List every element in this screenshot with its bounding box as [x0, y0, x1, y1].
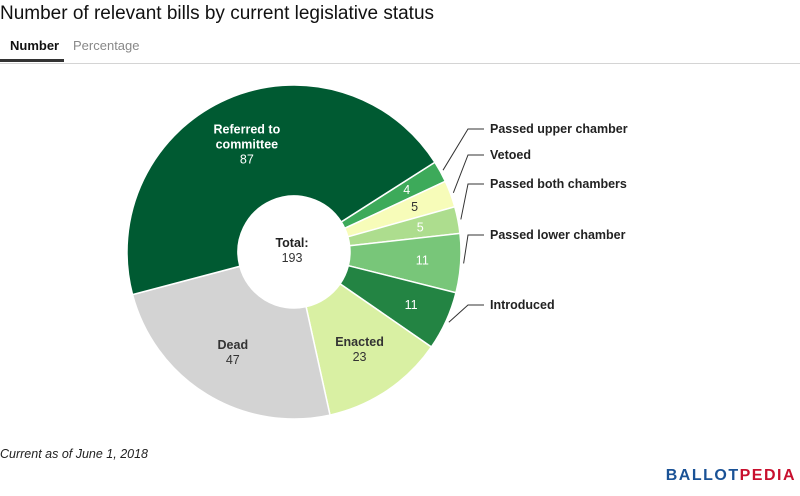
slice-value-dead: 47: [226, 353, 240, 367]
logo-part-ballot: BALLOT: [665, 467, 740, 484]
leader-line-passed-both-chambers: [460, 183, 484, 220]
callout-label-passed-lower-chamber: Passed lower chamber: [490, 228, 626, 242]
tab-number[interactable]: Number: [10, 38, 60, 53]
logo-part-pedia: PEDIA: [739, 467, 796, 484]
slice-value-referred-to-committee: 87: [240, 152, 254, 166]
leader-line-passed-upper-chamber: [442, 128, 484, 171]
callout-label-vetoed: Vetoed: [490, 148, 531, 162]
footnote: Current as of June 1, 2018: [0, 447, 149, 461]
slice-value-enacted: 23: [353, 350, 367, 364]
callouts-group: 4 Passed upper chamber 5 Vetoed 5 Passed both…: [214, 122, 628, 367]
callout-label-passed-both-chambers: Passed both chambers: [490, 177, 627, 191]
leader-line-passed-lower-chamber: [463, 234, 484, 264]
slice-value-passed-lower-chamber: 11: [416, 254, 429, 268]
slice-value-vetoed: 5: [411, 200, 418, 214]
slice-value-introduced: 11: [405, 298, 418, 312]
callout-label-passed-upper-chamber: Passed upper chamber: [490, 122, 628, 136]
center-total-label: Total:: [275, 236, 308, 250]
slice-label-referred-to-committee-line1: Referred to: [214, 122, 281, 136]
chart-title: Number of relevant bills by current legi…: [0, 3, 435, 24]
leader-line-vetoed: [452, 154, 484, 193]
donut-hole: [238, 196, 350, 308]
tab-bar: Number Percentage: [0, 36, 800, 64]
ballotpedia-logo: BALLOTPEDIA: [666, 467, 796, 485]
center-total-value: 193: [282, 251, 303, 265]
callout-label-introduced: Introduced: [490, 298, 555, 312]
slice-label-dead: Dead: [218, 338, 249, 352]
leader-line-introduced: [448, 304, 484, 323]
slices-group: [126, 84, 462, 420]
slice-label-enacted: Enacted: [335, 335, 384, 349]
tab-percentage[interactable]: Percentage: [73, 38, 140, 53]
active-tab-indicator: [0, 59, 64, 62]
slice-label-referred-to-committee-line2: committee: [216, 137, 279, 151]
donut-chart: 4 Passed upper chamber 5 Vetoed 5 Passed both…: [126, 84, 628, 420]
slice-value-passed-both-chambers: 5: [417, 220, 424, 234]
slice-value-passed-upper-chamber: 4: [403, 183, 410, 197]
